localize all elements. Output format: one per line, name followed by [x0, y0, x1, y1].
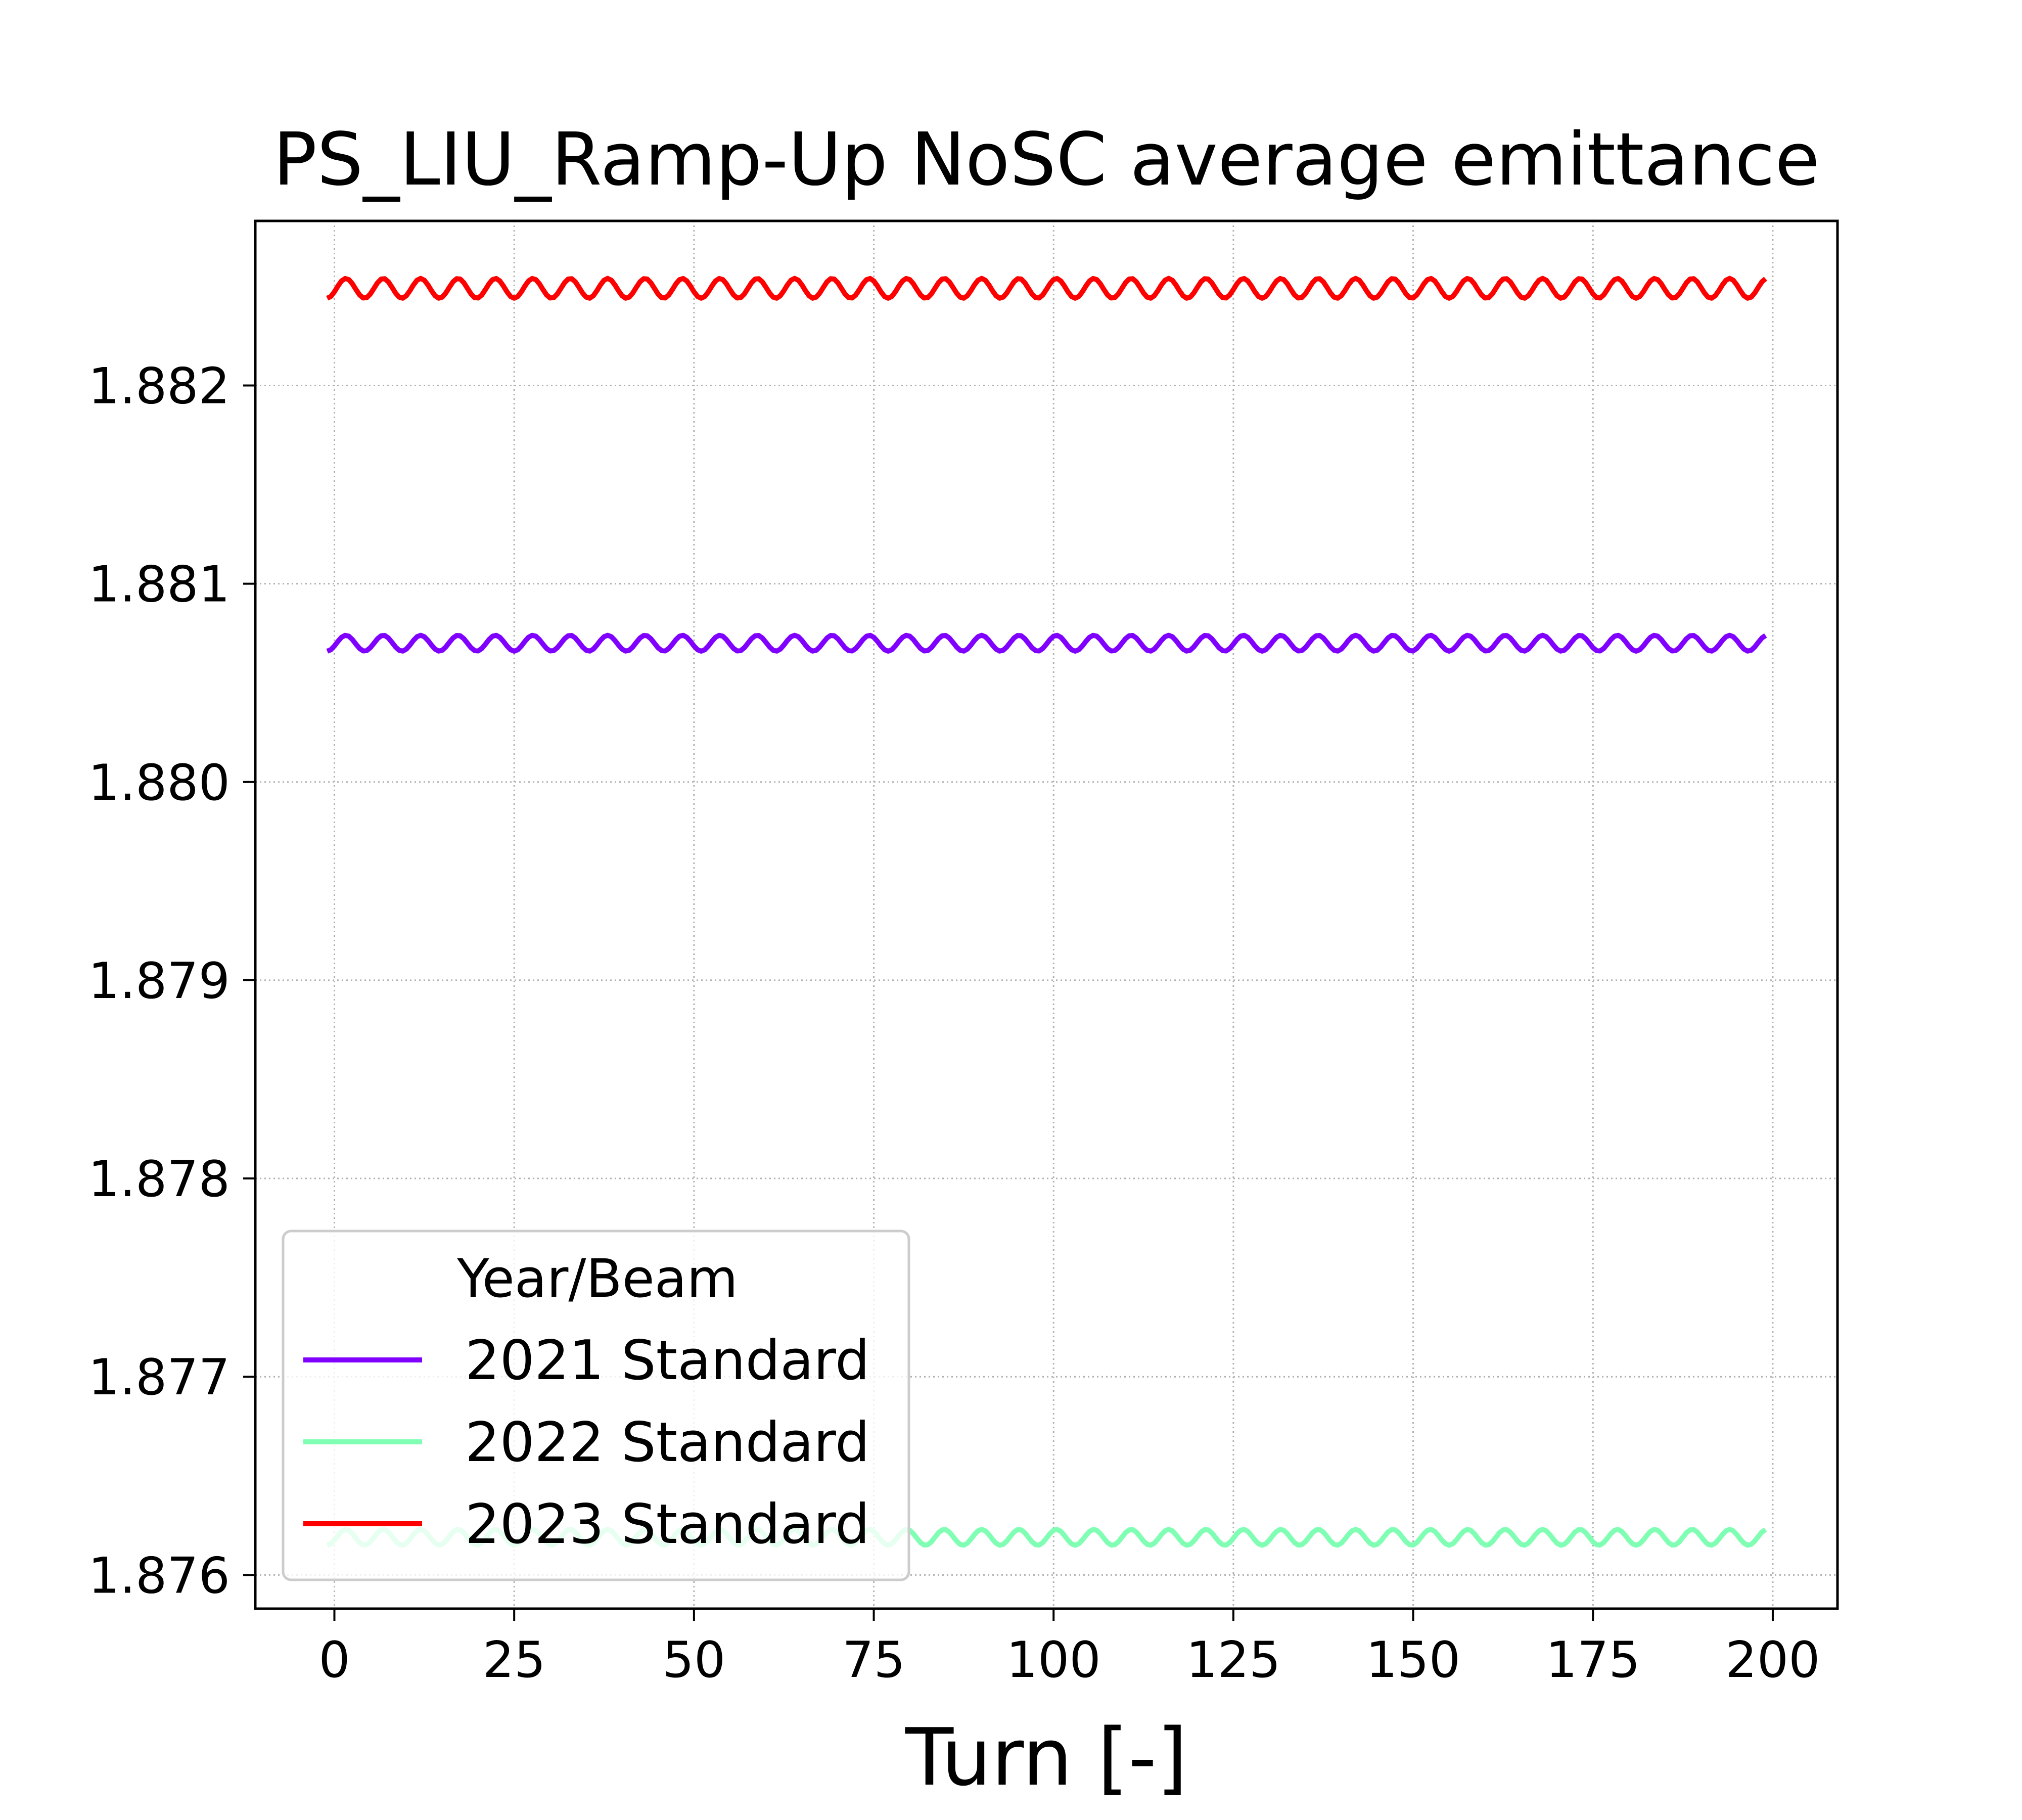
- series-line-2023-standard: [326, 276, 1767, 301]
- x-tick-label: 75: [842, 1631, 905, 1689]
- x-tick-label: 150: [1366, 1631, 1460, 1689]
- y-tick-label: 1.878: [88, 1151, 230, 1208]
- y-axis: 1.876 1.877 1.878 1.879 1.880 1.881 1.882: [88, 357, 255, 1605]
- plot-frame: [254, 219, 1839, 1610]
- legend-title: Year/Beam: [456, 1248, 738, 1309]
- x-tick-label: 125: [1186, 1631, 1280, 1689]
- y-tick-label: 1.877: [88, 1349, 230, 1406]
- x-tick-label: 175: [1546, 1631, 1640, 1689]
- legend: Year/Beam 2021 Standard 2022 Standard 2023…: [282, 1230, 910, 1581]
- y-tick-label: 1.881: [88, 556, 230, 614]
- x-tick-label: 25: [483, 1631, 546, 1689]
- x-tick-label: 0: [318, 1631, 350, 1689]
- x-tick-label: 200: [1725, 1631, 1820, 1689]
- legend-entries: 2021 Standard 2022 Standard 2023 Standard: [303, 1329, 870, 1556]
- legend-label: 2021 Standard: [465, 1329, 870, 1392]
- y-tick-label: 1.879: [88, 952, 230, 1010]
- y-tick-label: 1.876: [88, 1547, 230, 1605]
- legend-label: 2022 Standard: [465, 1411, 870, 1474]
- x-tick-label: 50: [663, 1631, 726, 1689]
- x-axis: 0 25 50 75 100 125 150 175 200: [318, 1609, 1820, 1689]
- legend-label: 2023 Standard: [465, 1493, 870, 1556]
- x-axis-label: Turn [-]: [905, 1711, 1187, 1803]
- series-line-2021-standard: [326, 632, 1767, 654]
- chart-title: PS_LIU_Ramp-Up NoSC average emittance: [273, 117, 1820, 202]
- legend-box: [282, 1230, 910, 1581]
- x-tick-label: 100: [1006, 1631, 1101, 1689]
- y-tick-label: 1.882: [88, 357, 230, 415]
- y-tick-label: 1.880: [88, 754, 230, 812]
